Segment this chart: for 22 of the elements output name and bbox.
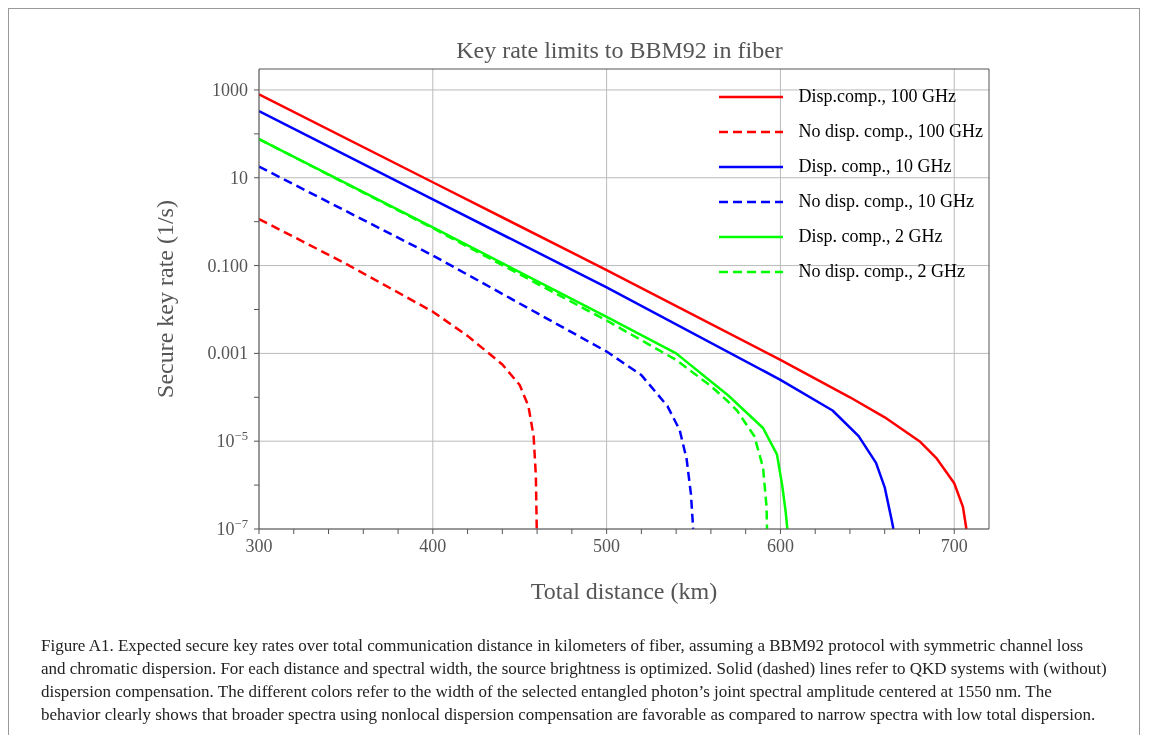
y-tick-label: 0.100: [207, 255, 248, 276]
x-tick-label: 300: [245, 536, 273, 556]
x-tick-label: 600: [766, 536, 794, 556]
legend-label: No disp. comp., 100 GHz: [798, 121, 983, 142]
legend-label: Disp. comp., 2 GHz: [798, 226, 943, 247]
x-axis-title: Total distance (km): [530, 578, 718, 604]
y-tick-label: 0.001: [207, 343, 248, 364]
chart-title: Key rate limits to BBM92 in fiber: [455, 37, 784, 64]
y-tick-label: 10$^{−5}$: [216, 429, 248, 452]
caption: Figure A1. Expected secure key rates over total communication distance in kilometers of fiber, assuming a BBM92 protocol with symmetric channel loss and chromatic dispersion. For each distance and spectral width, the source brightness is optimized. Solid (dashed) lines refer to QKD systems with (without) dispersion compensation. The different colors refer to the width of the selected entangled photon’s joint spectral amplitude centered at 1550 nm. The behavior clearly shows that broader spectra using nonlocal dispersion compensation are favorable as compared to narrow spectra with low total dispersion.: [41, 635, 1107, 726]
legend-label: No disp. comp., 10 GHz: [798, 191, 974, 212]
x-tick-label: 700: [940, 536, 968, 556]
legend-label: Disp.comp., 100 GHz: [798, 86, 956, 107]
x-tick-label: 400: [419, 536, 447, 556]
y-tick-label: 10$^{−7}$: [216, 517, 248, 539]
x-tick-label: 500: [593, 536, 621, 556]
line-series: [259, 217, 538, 529]
legend-label: No disp. comp., 2 GHz: [798, 261, 965, 282]
y-tick-label: 1000: [212, 79, 248, 100]
y-tick-label: 10: [230, 167, 248, 188]
y-axis-title: Secure key rate (1/s): [151, 200, 178, 398]
legend-label: Disp. comp., 10 GHz: [798, 156, 952, 177]
